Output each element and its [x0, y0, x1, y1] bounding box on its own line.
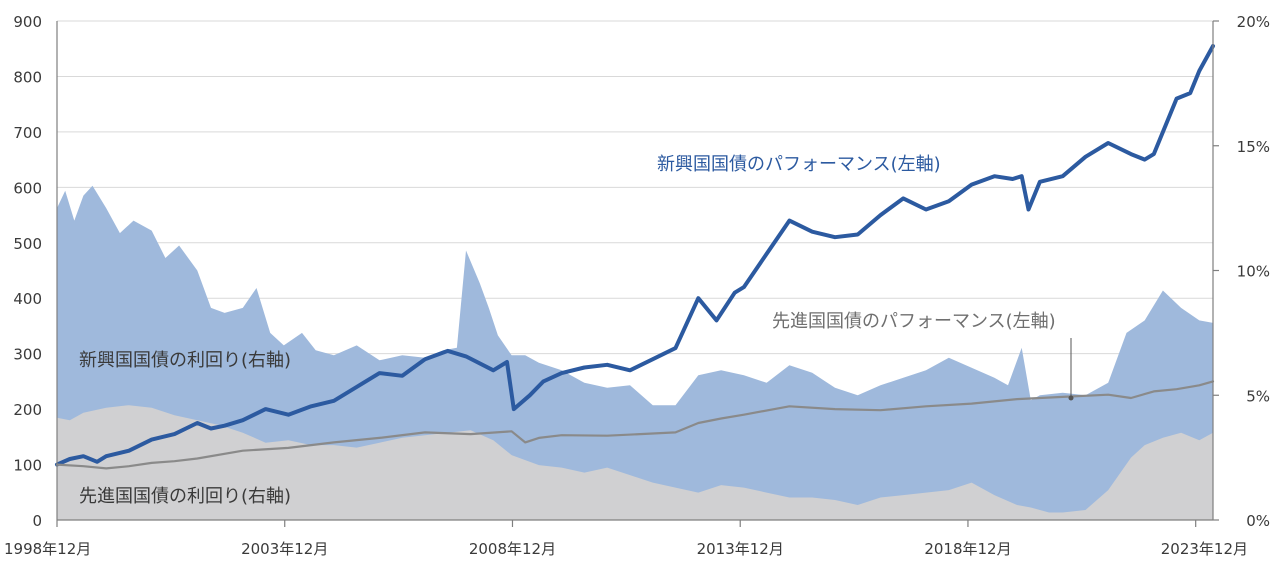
dm-perf-annotation: 先進国国債のパフォーマンス(左軸): [772, 311, 1056, 332]
left-tick-label: 900: [13, 13, 42, 31]
right-tick-label: 10%: [1237, 263, 1270, 281]
left-tick-label: 0: [32, 512, 42, 530]
x-tick-label: 2003年12月: [241, 540, 328, 558]
em-yield-annotation: 新興国国債の利回り(右軸): [79, 350, 291, 371]
right-axis-ticks: 0% 5% 10% 15% 20%: [1213, 13, 1270, 530]
left-tick-label: 500: [13, 235, 42, 253]
left-tick-label: 300: [13, 346, 42, 364]
dm-yield-area: [57, 405, 1213, 520]
dm-yield-annotation: 先進国国債の利回り(右軸): [79, 486, 291, 507]
dm-perf-annotation-marker: [1068, 395, 1074, 401]
right-tick-label: 15%: [1237, 138, 1270, 156]
left-tick-label: 100: [13, 457, 42, 475]
x-axis-ticks: 1998年12月 2003年12月 2008年12月 2013年12月 2018年12月…: [4, 520, 1248, 558]
em-yield-area: [57, 185, 1213, 520]
em-perf-line: [55, 44, 1215, 467]
right-tick-label: 20%: [1237, 13, 1270, 31]
left-tick-label: 200: [13, 401, 42, 419]
x-tick-label: 2023年12月: [1161, 540, 1248, 558]
left-axis-ticks: 0 100 200 300 400 500 600 700 800 900: [13, 13, 42, 530]
x-tick-label: 2018年12月: [924, 540, 1011, 558]
right-tick-label: 5%: [1246, 387, 1270, 405]
left-tick-label: 600: [13, 179, 42, 197]
left-tick-label: 400: [13, 290, 42, 308]
x-tick-label: 2013年12月: [697, 540, 784, 558]
left-tick-label: 800: [13, 68, 42, 86]
x-tick-label: 2008年12月: [469, 540, 556, 558]
x-tick-label: 1998年12月: [4, 540, 91, 558]
right-tick-label: 0%: [1246, 512, 1270, 530]
left-tick-label: 700: [13, 124, 42, 142]
em-perf-annotation: 新興国国債のパフォーマンス(左軸): [657, 154, 941, 175]
yield-areas: [57, 185, 1213, 520]
